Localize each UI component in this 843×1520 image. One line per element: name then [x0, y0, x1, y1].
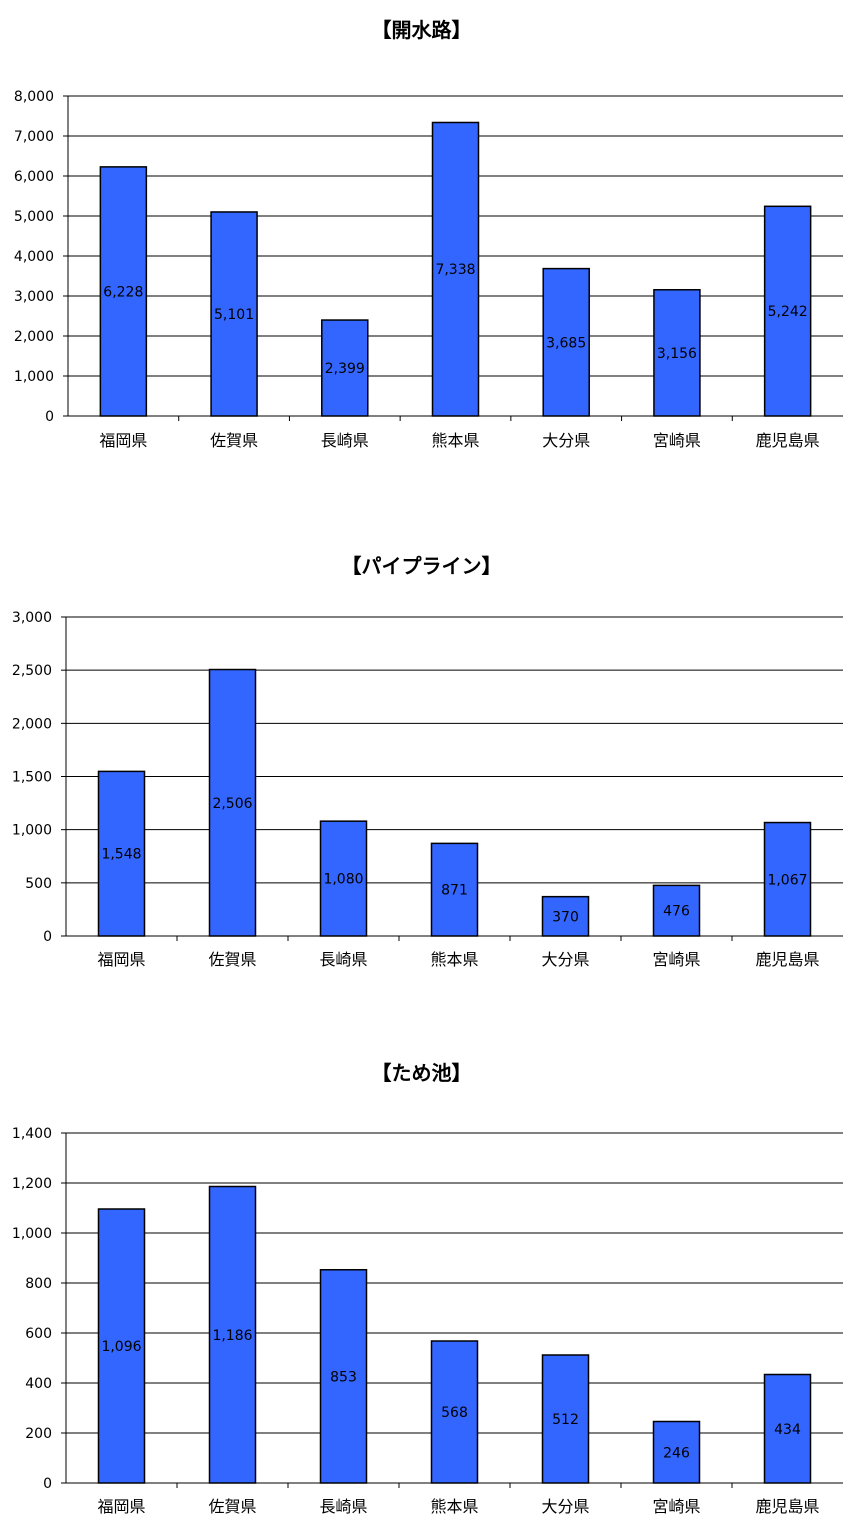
data-label: 1,067 — [767, 872, 807, 888]
bar — [653, 289, 701, 417]
data-label: 434 — [774, 1422, 801, 1438]
category-label: 大分県 — [542, 431, 590, 450]
bar — [97, 770, 146, 937]
data-label: 5,101 — [214, 307, 254, 323]
y-tick-label: 1,000 — [14, 369, 54, 385]
bar — [430, 1340, 479, 1484]
category-label: 佐賀県 — [210, 431, 258, 450]
chart-title: 【ため池】 — [371, 1061, 472, 1085]
chart-pipeline: 【パイプライン】 0 500 1,000 1,500 2,000 2,500 3,000 1,… — [12, 554, 843, 969]
bar — [763, 821, 812, 937]
data-label: 6,228 — [103, 284, 143, 300]
y-tick-label: 1,500 — [12, 770, 52, 786]
y-tick-label: 4,000 — [14, 249, 54, 265]
data-label: 5,242 — [768, 304, 808, 320]
category-label: 宮崎県 — [652, 950, 700, 969]
y-tick-label: 2,500 — [12, 663, 52, 679]
y-tick-label: 500 — [25, 876, 52, 892]
y-tick-label: 0 — [45, 409, 54, 425]
bar — [97, 1208, 146, 1484]
y-tick-label: 5,000 — [14, 209, 54, 225]
bar — [541, 1354, 590, 1484]
category-label: 熊本県 — [430, 950, 478, 969]
category-label: 熊本県 — [430, 1497, 478, 1516]
chart-plot: 0 1,000 2,000 3,000 4,000 5,000 6,000 7,000 8,00… — [14, 89, 843, 450]
category-label: 福岡県 — [97, 1497, 145, 1516]
y-tick-label: 800 — [25, 1276, 52, 1292]
y-tick-label: 2,000 — [12, 716, 52, 732]
category-label: 大分県 — [541, 950, 589, 969]
data-label: 246 — [663, 1445, 690, 1461]
y-tick-label: 400 — [25, 1376, 52, 1392]
bar — [763, 1373, 812, 1484]
category-label: 鹿児島県 — [756, 431, 820, 450]
chart-plot: 0 500 1,000 1,500 2,000 2,500 3,000 1,548 福岡県 2,5… — [12, 610, 843, 969]
bar — [542, 267, 590, 417]
data-label: 1,080 — [323, 872, 363, 888]
chart-title: 【パイプライン】 — [341, 554, 502, 578]
bar — [208, 668, 257, 937]
category-label: 長崎県 — [319, 1497, 367, 1516]
data-label: 370 — [552, 909, 579, 925]
y-tick-label: 200 — [25, 1426, 52, 1442]
data-label: 1,186 — [212, 1328, 252, 1344]
category-label: 佐賀県 — [208, 1497, 256, 1516]
data-label: 871 — [441, 883, 468, 899]
data-label: 1,548 — [101, 847, 141, 863]
data-label: 512 — [552, 1412, 579, 1428]
data-label: 3,156 — [657, 346, 697, 362]
data-label: 3,685 — [546, 335, 586, 351]
category-label: 宮崎県 — [652, 1497, 700, 1516]
y-tick-label: 0 — [43, 1476, 52, 1492]
bar — [208, 1185, 257, 1484]
category-label: 長崎県 — [319, 950, 367, 969]
y-tick-label: 1,400 — [12, 1126, 52, 1142]
category-label: 熊本県 — [431, 431, 479, 450]
bar — [541, 895, 590, 937]
y-tick-label: 1,200 — [12, 1176, 52, 1192]
category-label: 福岡県 — [99, 431, 147, 450]
y-tick-label: 3,000 — [12, 610, 52, 626]
y-tick-label: 3,000 — [14, 289, 54, 305]
bar — [652, 884, 701, 937]
data-label: 7,338 — [435, 262, 475, 278]
chart-open-channel: 【開水路】 0 1,000 2,000 3,000 4,000 5,000 6,000 7,0… — [0, 0, 843, 460]
y-tick-label: 600 — [25, 1326, 52, 1342]
bar — [99, 166, 148, 417]
bar — [763, 205, 812, 417]
bar — [319, 1269, 368, 1484]
y-tick-label: 2,000 — [14, 329, 54, 345]
data-label: 568 — [441, 1405, 468, 1421]
y-tick-label: 8,000 — [14, 89, 54, 105]
bar — [652, 1420, 701, 1484]
y-tick-label: 0 — [43, 929, 52, 945]
data-label: 476 — [663, 904, 690, 920]
data-label: 1,096 — [101, 1339, 141, 1355]
bar — [319, 820, 368, 937]
bar — [430, 842, 479, 937]
category-label: 長崎県 — [321, 431, 369, 450]
y-tick-label: 6,000 — [14, 169, 54, 185]
category-label: 佐賀県 — [208, 950, 256, 969]
bar — [210, 211, 258, 417]
y-tick-label: 1,000 — [12, 1226, 52, 1242]
category-label: 大分県 — [541, 1497, 589, 1516]
chart-title: 【開水路】 — [371, 18, 472, 42]
data-label: 853 — [330, 1369, 357, 1385]
category-label: 福岡県 — [97, 950, 145, 969]
data-label: 2,399 — [325, 361, 365, 377]
category-label: 鹿児島県 — [755, 1497, 819, 1516]
category-label: 鹿児島県 — [755, 950, 819, 969]
y-tick-label: 7,000 — [14, 129, 54, 145]
bar — [431, 121, 480, 417]
bar — [321, 319, 369, 417]
y-tick-label: 1,000 — [12, 823, 52, 839]
data-label: 2,506 — [212, 796, 252, 812]
category-label: 宮崎県 — [653, 431, 701, 450]
